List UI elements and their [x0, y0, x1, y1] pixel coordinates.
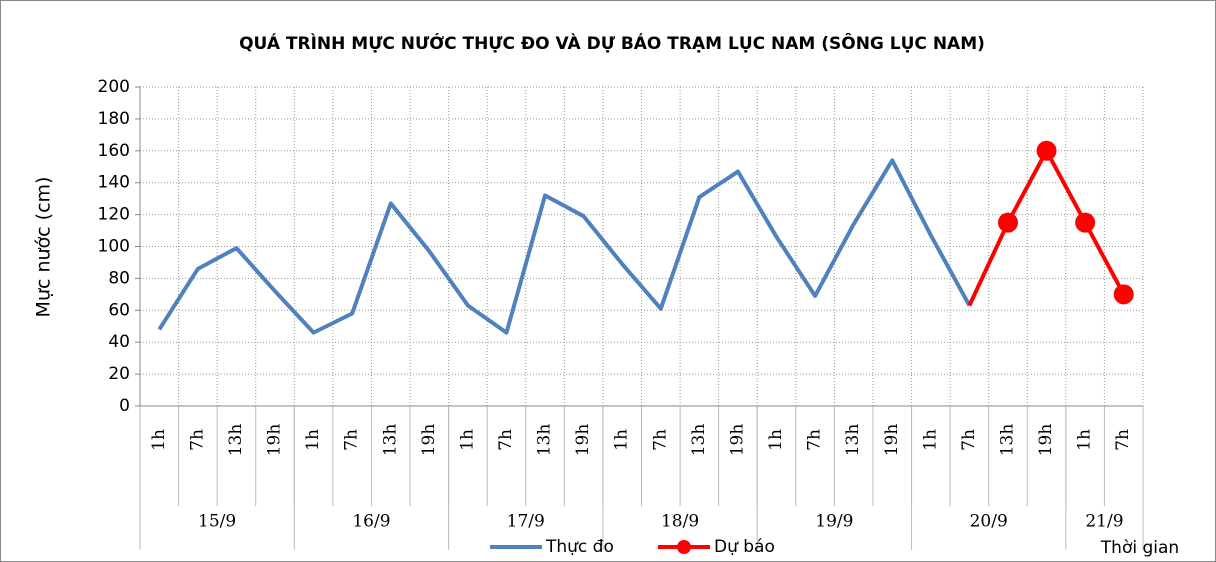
- series-marker: [1113, 284, 1134, 305]
- x-tick-label: 19h: [727, 424, 747, 457]
- x-tick-label: 1h: [149, 429, 169, 451]
- x-group-label: 20/9: [970, 512, 1008, 532]
- x-tick-label: 13h: [226, 424, 246, 457]
- x-tick-label: 7h: [187, 429, 207, 451]
- series-marker: [1036, 140, 1057, 161]
- x-tick-label: 19h: [882, 424, 902, 457]
- x-tick-label: 1h: [920, 429, 940, 451]
- x-group-label: 19/9: [815, 512, 853, 532]
- x-tick-label: 7h: [1113, 429, 1133, 451]
- x-tick-label: 7h: [342, 429, 362, 451]
- y-tick-label: 120: [98, 205, 130, 225]
- x-group-label: 16/9: [352, 512, 390, 532]
- x-axis-label: Thời gian: [1100, 538, 1179, 558]
- x-tick-label: 7h: [496, 429, 516, 451]
- y-tick-label: 180: [98, 109, 130, 129]
- x-tick-label: 19h: [573, 424, 593, 457]
- y-tick-label: 20: [108, 364, 130, 384]
- series-marker: [1075, 212, 1096, 233]
- legend-label: Thực đo: [545, 537, 614, 557]
- x-tick-label: 7h: [959, 429, 979, 451]
- x-tick-label: 1h: [457, 429, 477, 451]
- x-tick-label: 13h: [997, 424, 1017, 457]
- legend-label: Dự báo: [714, 537, 775, 557]
- x-tick-label: 13h: [535, 424, 555, 457]
- x-tick-label: 19h: [419, 424, 439, 457]
- x-tick-label: 1h: [1075, 429, 1095, 451]
- y-tick-label: 60: [108, 300, 130, 320]
- x-group-label: 17/9: [507, 512, 545, 532]
- x-tick-label: 7h: [805, 429, 825, 451]
- y-tick-label: 160: [98, 141, 130, 161]
- y-tick-label: 200: [98, 77, 130, 97]
- x-group-label: 18/9: [661, 512, 699, 532]
- chart-title: QUÁ TRÌNH MỰC NƯỚC THỰC ĐO VÀ DỰ BÁO TRẠ…: [239, 32, 985, 54]
- series-line: [157, 158, 972, 335]
- x-group-label: 15/9: [198, 512, 236, 532]
- x-tick-label: 19h: [1036, 424, 1056, 457]
- x-tick-label: 13h: [689, 424, 709, 457]
- x-tick-label: 1h: [303, 429, 323, 451]
- y-tick-label: 0: [119, 396, 130, 416]
- x-tick-label: 7h: [650, 429, 670, 451]
- y-tick-label: 40: [108, 332, 130, 352]
- x-tick-label: 1h: [766, 429, 786, 451]
- legend-marker: [677, 540, 691, 554]
- y-tick-label: 80: [108, 268, 130, 288]
- x-group-label: 21/9: [1085, 512, 1123, 532]
- x-tick-label: 19h: [265, 424, 285, 457]
- x-tick-label: 13h: [843, 424, 863, 457]
- y-axis-label: Mực nước (cm): [33, 177, 55, 318]
- series-marker: [997, 212, 1018, 233]
- y-tick-label: 100: [98, 237, 130, 257]
- x-tick-label: 1h: [612, 429, 632, 451]
- y-tick-label: 140: [98, 173, 130, 193]
- x-tick-label: 13h: [380, 424, 400, 457]
